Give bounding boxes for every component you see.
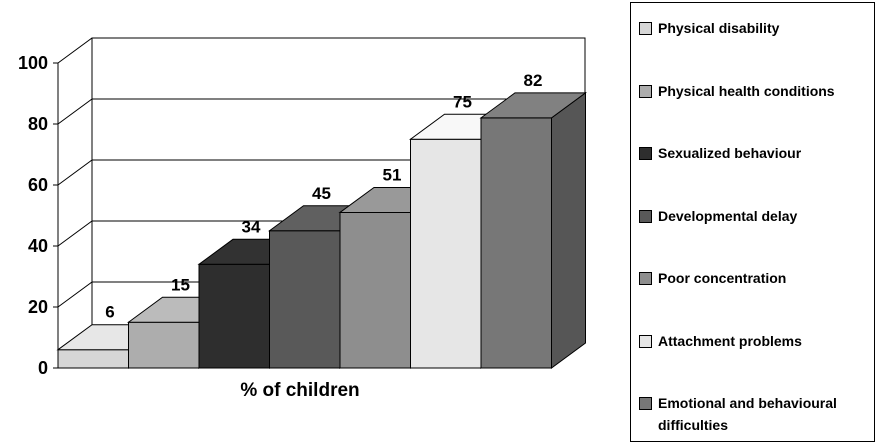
data-label: 51 <box>383 165 402 184</box>
y-tick-label: 20 <box>28 297 48 317</box>
legend-label: Attachment problems <box>658 332 802 349</box>
gridline <box>57 37 585 64</box>
legend-item: Physical health conditions <box>639 80 870 102</box>
data-label: 6 <box>105 303 114 322</box>
y-tick-label: 80 <box>28 114 48 134</box>
data-label: 45 <box>312 184 331 203</box>
y-axis <box>57 63 93 369</box>
data-label: 34 <box>242 217 261 236</box>
bar-front <box>57 349 129 369</box>
bar-front <box>410 138 482 369</box>
legend-swatch <box>639 209 652 223</box>
legend-swatch <box>639 334 652 348</box>
legend-item: Physical disability <box>639 17 870 39</box>
x-axis-title: % of children <box>240 380 359 401</box>
legend-label: Poor concentration <box>658 270 787 286</box>
bar-front <box>480 117 552 369</box>
legend-swatch <box>639 147 652 160</box>
legend-item: Poor concentration <box>639 267 870 289</box>
legend-label: Emotional and behavioural difficulties <box>658 395 837 433</box>
legend-swatch <box>639 22 652 35</box>
bar-front <box>339 211 411 369</box>
y-tick-label: 0 <box>38 358 48 378</box>
bar-front <box>198 263 270 369</box>
bar-front <box>269 230 341 369</box>
legend-label: Sexualized behaviour <box>658 145 802 161</box>
data-label: 15 <box>171 275 190 294</box>
legend-swatch <box>639 272 652 285</box>
legend: Physical disability Physical health condi… <box>630 2 875 442</box>
y-tick-labels: 0 20 40 60 80 100 <box>18 53 48 378</box>
legend-item: Sexualized behaviour <box>639 142 870 164</box>
bar-top <box>479 92 588 119</box>
legend-swatch <box>639 84 652 98</box>
bar <box>479 91 588 369</box>
legend-swatch <box>639 397 652 410</box>
bar-front <box>128 321 200 369</box>
y-tick-label: 40 <box>28 236 48 256</box>
data-labels: 6 15 34 45 51 75 82 <box>105 71 542 322</box>
y-tick-label: 60 <box>28 175 48 195</box>
legend-item: Attachment problems <box>639 330 870 352</box>
bars <box>56 91 588 369</box>
legend-label: Developmental delay <box>658 207 798 224</box>
y-tick-label: 100 <box>18 53 48 73</box>
legend-item: Emotional and behavioural difficulties <box>639 392 870 436</box>
legend-label: Physical disability <box>658 20 780 36</box>
data-label: 82 <box>524 71 543 90</box>
data-label: 75 <box>453 92 472 111</box>
legend-item: Developmental delay <box>639 205 870 227</box>
gridline <box>57 98 585 125</box>
legend-label: Physical health conditions <box>658 82 835 99</box>
bar-side <box>551 91 586 369</box>
